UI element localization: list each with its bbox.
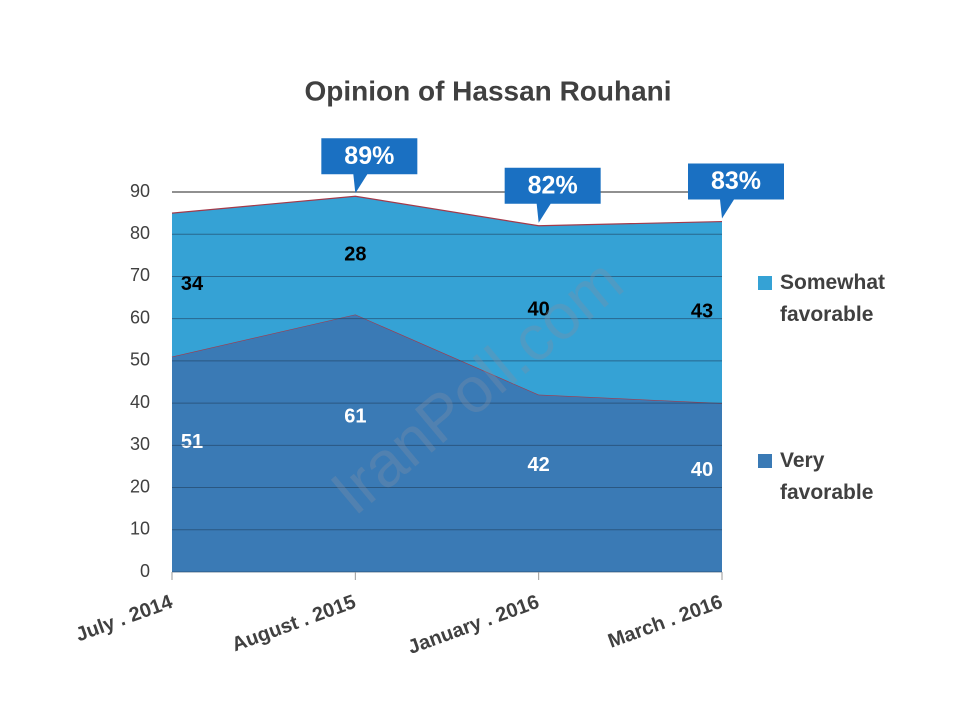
callout-label: 82% — [528, 171, 578, 199]
y-tick-label: 50 — [130, 350, 150, 370]
callout-box — [504, 167, 601, 223]
data-label: 43 — [691, 301, 713, 323]
y-tick-label: 40 — [130, 392, 150, 412]
legend-label: Very favorable — [780, 449, 873, 504]
y-tick-label: 30 — [130, 434, 150, 454]
data-label: 40 — [528, 299, 550, 321]
y-tick-label: 10 — [130, 519, 150, 539]
y-tick-label: 60 — [130, 307, 150, 327]
legend-swatch — [758, 276, 772, 290]
legend-swatch — [758, 454, 772, 468]
data-label: 28 — [344, 244, 366, 266]
y-tick-label: 0 — [140, 561, 150, 581]
callout-box — [321, 138, 418, 194]
data-label: 42 — [528, 454, 550, 476]
callout-label: 89% — [344, 142, 394, 170]
chart-title: Opinion of Hassan Rouhani — [304, 75, 671, 106]
y-tick-label: 90 — [130, 181, 150, 201]
data-label: 40 — [691, 459, 713, 481]
data-label: 34 — [181, 273, 204, 295]
y-tick-label: 20 — [130, 476, 150, 496]
area — [172, 196, 722, 404]
legend-label: Somewhat favorable — [780, 271, 891, 326]
callout-box — [688, 163, 784, 219]
data-label: 61 — [344, 406, 366, 428]
callout-label: 83% — [711, 167, 761, 195]
data-label: 51 — [181, 431, 203, 453]
y-tick-label: 70 — [130, 265, 150, 285]
area-edge — [171, 195, 723, 227]
area — [172, 314, 722, 572]
y-tick-label: 80 — [130, 223, 150, 243]
